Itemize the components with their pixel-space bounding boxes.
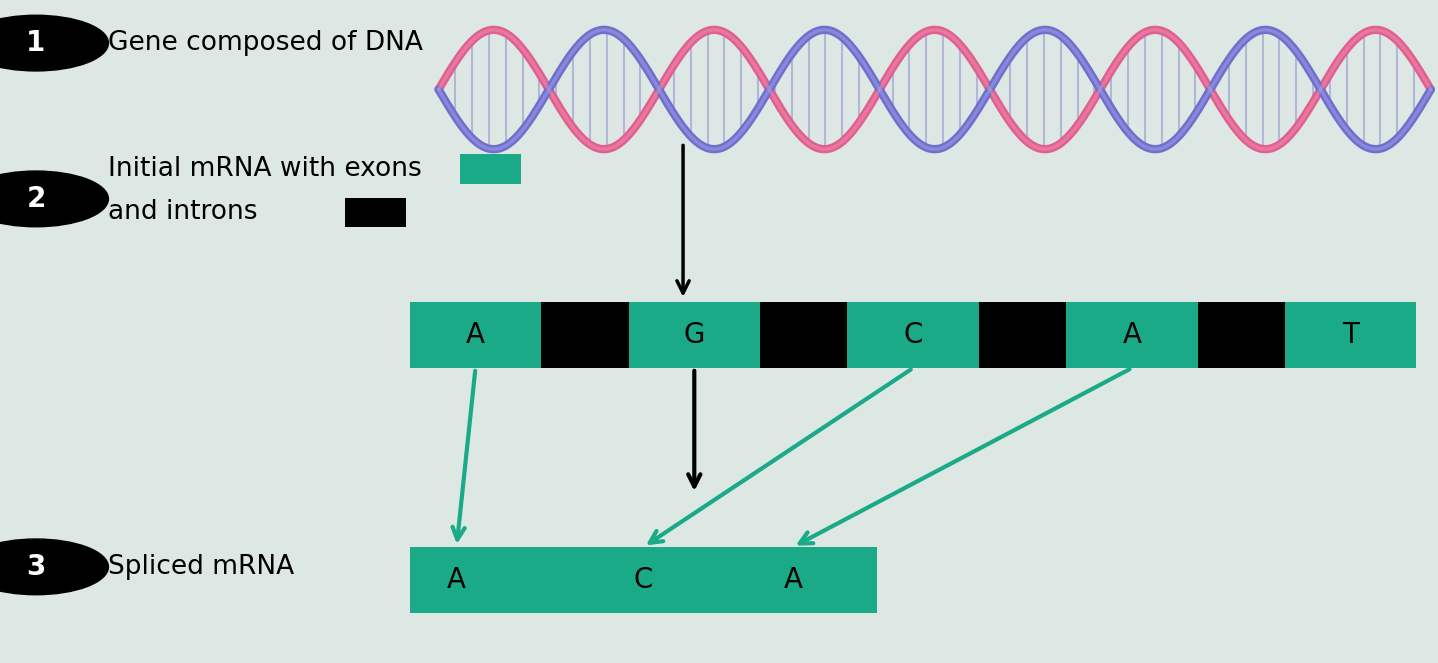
- Ellipse shape: [0, 539, 108, 595]
- Text: T: T: [1342, 321, 1359, 349]
- Bar: [410, 302, 541, 368]
- Text: G: G: [683, 321, 705, 349]
- Bar: [460, 154, 521, 184]
- Ellipse shape: [0, 171, 108, 227]
- Bar: [847, 302, 979, 368]
- Text: A: A: [784, 566, 802, 594]
- Text: A: A: [447, 566, 466, 594]
- Bar: [1067, 302, 1198, 368]
- Bar: [1198, 302, 1286, 368]
- Bar: [541, 302, 628, 368]
- Text: and introns: and introns: [108, 199, 257, 225]
- Bar: [979, 302, 1067, 368]
- Text: A: A: [1123, 321, 1142, 349]
- Text: Gene composed of DNA: Gene composed of DNA: [108, 30, 423, 56]
- Text: 1: 1: [26, 29, 46, 57]
- Bar: [345, 198, 406, 227]
- Text: 3: 3: [26, 553, 46, 581]
- Ellipse shape: [0, 15, 108, 71]
- Bar: [759, 302, 847, 368]
- Text: A: A: [466, 321, 485, 349]
- Text: C: C: [634, 566, 653, 594]
- Text: Spliced mRNA: Spliced mRNA: [108, 554, 293, 580]
- Text: C: C: [903, 321, 923, 349]
- Bar: [628, 302, 759, 368]
- Bar: [1286, 302, 1416, 368]
- Text: 2: 2: [26, 185, 46, 213]
- Text: Initial mRNA with exons: Initial mRNA with exons: [108, 156, 421, 182]
- Bar: [410, 547, 877, 613]
